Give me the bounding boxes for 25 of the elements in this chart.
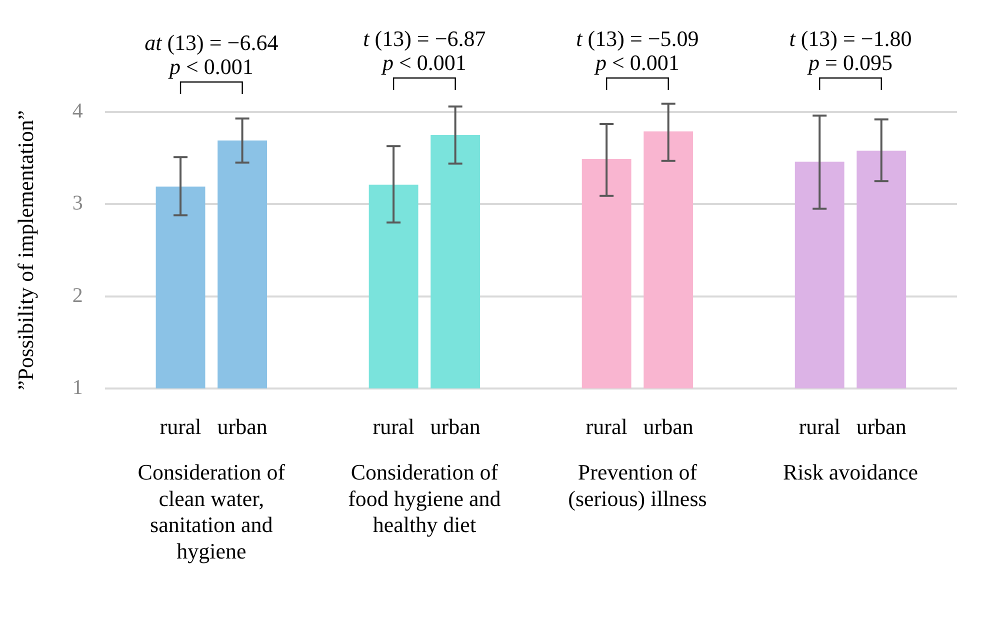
series-label: urban [643,414,694,440]
text: urban [217,414,268,440]
text: at (13) = −6.64 [144,30,278,55]
text: t (13) = −6.87 [363,26,486,51]
text: rural [372,414,414,440]
text: p < 0.001 [167,54,254,79]
series-label: rural [586,414,628,440]
text: urban [856,414,906,440]
text: rural [160,414,202,440]
text: t (13) = −1.80 [789,26,912,51]
y-tick-label: 4 [72,98,84,123]
text: t (13) = −5.09 [576,26,699,51]
text: p = 0.095 [806,50,892,75]
x-tick-label: Prevention of (serious) illness [568,459,707,511]
x-tick-label: Risk avoidance [782,459,918,484]
x-tick-label: Consideration of clean water, sanitation and hygiene [138,459,286,564]
x-tick-label: Consideration of food hygiene and healthy diet [348,459,501,538]
y-tick-label: 3 [72,190,83,215]
text: rural [798,414,840,440]
text: urban [430,414,480,440]
y-axis-title: ”Possibility of implementation” [12,110,38,390]
y-tick-label: 1 [72,374,83,399]
text: p < 0.001 [380,50,466,75]
text: p < 0.001 [594,50,680,75]
y-tick-label: 2 [72,282,83,307]
